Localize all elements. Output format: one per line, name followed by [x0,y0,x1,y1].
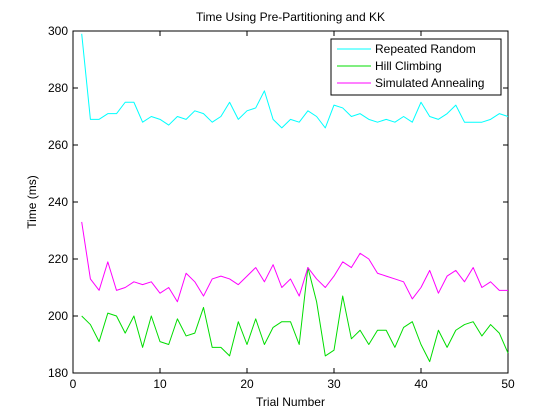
x-tick-label: 40 [414,377,428,391]
chart-title: Time Using Pre-Partitioning and KK [196,10,385,24]
legend-label: Simulated Annealing [375,76,484,90]
x-tick-label: 10 [153,377,167,391]
y-tick-label: 220 [48,252,68,266]
x-tick-label: 50 [501,377,515,391]
y-tick-label: 280 [48,81,68,95]
x-tick-label: 0 [70,377,77,391]
y-tick-label: 300 [48,24,68,38]
x-axis-title: Trial Number [256,395,325,409]
axis-ticks: 0 10 20 30 40 50 180 200 220 240 260 280 300 [48,24,515,391]
y-tick-label: 200 [48,309,68,323]
legend-label: Repeated Random [375,42,476,56]
series-line-repeated-random [81,33,509,129]
series-line-hill-climbing [81,267,509,363]
legend: Repeated Random Hill Climbing Simulated An… [330,38,502,96]
y-tick-label: 240 [48,195,68,209]
legend-box [330,38,502,96]
x-tick-label: 20 [240,377,254,391]
series-line-simulated-annealing [81,221,508,303]
y-tick-label: 180 [48,366,68,380]
y-tick-label: 260 [48,138,68,152]
series-lines [81,33,509,363]
legend-label: Hill Climbing [375,59,442,73]
x-tick-label: 30 [327,377,341,391]
y-axis-title: Time (ms) [25,175,39,229]
